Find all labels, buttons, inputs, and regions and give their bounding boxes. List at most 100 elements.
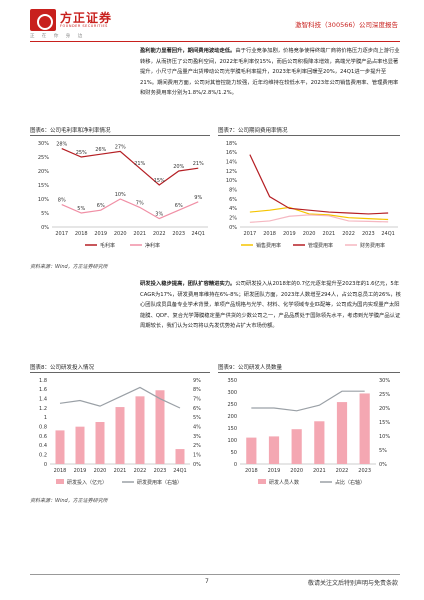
bar: [314, 421, 325, 464]
logo-en-text: FOUNDER SECURITIES: [60, 24, 108, 28]
x-tick-label: 2019: [268, 468, 281, 474]
bar: [75, 426, 85, 464]
y-tick-label: 1: [44, 415, 47, 421]
legend-label-0: 毛利率: [100, 242, 115, 249]
legend-label-2: 财务费用率: [360, 242, 385, 249]
data-label: 25%: [76, 150, 87, 156]
bar: [135, 396, 145, 464]
y-tick-label: 0%: [229, 225, 237, 231]
legend-label-bar: 研发投入（亿元）: [67, 479, 107, 486]
x-tick-label: 2021: [114, 468, 127, 474]
y2-tick-label: 30%: [379, 378, 390, 384]
y-tick-label: 4%: [229, 206, 237, 212]
fig9-title: 图表9：公司研发人员数量: [218, 365, 283, 371]
chart-rnd-staff: 0 50 100 150 200 250 300 350 0% 5% 10% 15% 20% 25% 30%…: [227, 378, 390, 486]
x-tick-label: 2023: [154, 468, 167, 474]
legend-label-line: 占比（右轴）: [335, 479, 365, 486]
y2-tick-label: 5%: [379, 448, 387, 454]
x-tick-label: 2018: [245, 468, 258, 474]
chart-expense-ratio: 0% 2% 4% 6% 8% 10% 12% 14% 16% 18% 2017 2018 2019 202…: [226, 141, 398, 249]
legend-label-1: 净利率: [145, 242, 160, 249]
x-tick-label: 2020: [114, 231, 127, 237]
x-tick-label: 2017: [244, 231, 257, 237]
paragraph-rnd: 研发投入稳步提高，团队扩容精进实力。公司研发投入从2018年的0.7亿元逐年提升…: [140, 279, 402, 332]
x-tick-label: 2020: [303, 231, 316, 237]
x-tick-label: 2019: [283, 231, 296, 237]
report-tag: 激智科技（300566）公司深度报告: [295, 21, 398, 29]
y2-tick-label: 6%: [193, 406, 201, 412]
y-tick-label: 1.2: [39, 406, 47, 412]
y2-tick-label: 4%: [193, 424, 201, 430]
y-tick-label: 2%: [229, 215, 237, 221]
legend-label-bar: 研发人员人数: [269, 479, 299, 486]
bar: [336, 402, 348, 464]
bar: [268, 436, 280, 464]
y-tick-label: 0: [234, 462, 237, 468]
paragraph-profitability-heading: 盈利能力显著回升，期间费用波动走低。: [140, 48, 236, 54]
x-tick-label: 2023: [362, 231, 375, 237]
y-tick-label: 14%: [226, 159, 237, 165]
y2-tick-label: 10%: [379, 434, 390, 440]
x-tick-label: 24Q1: [192, 231, 205, 237]
fig7-title-rule: [218, 135, 400, 136]
y-tick-label: 1.8: [39, 378, 47, 384]
bar: [155, 390, 165, 464]
x-tick-label: 2020: [290, 468, 303, 474]
y-tick-label: 8%: [229, 187, 237, 193]
x-tick-label: 2022: [342, 231, 355, 237]
x-tick-label: 2023: [358, 468, 371, 474]
series-line: [59, 386, 181, 409]
y-tick-label: 1.6: [39, 387, 47, 393]
x-tick-label: 2017: [55, 231, 68, 237]
legend-swatch-bar: [258, 479, 266, 484]
x-tick-label: 2021: [313, 468, 326, 474]
x-tick-label: 2020: [94, 468, 107, 474]
bar: [175, 449, 185, 464]
series-line-0: [249, 206, 389, 221]
chart-margin: 0% 5% 10% 15% 20% 25% 30% 2017 2018 2019 2020 2021 2…: [38, 141, 208, 249]
y-tick-label: 1.4: [39, 396, 47, 402]
y2-tick-label: 0%: [379, 462, 387, 468]
y-tick-label: 50: [231, 450, 237, 456]
paragraph-rnd-heading: 研发投入稳步提高，团队扩容精进实力。: [140, 281, 236, 287]
y2-tick-label: 25%: [379, 392, 390, 398]
x-tick-label: 2022: [134, 468, 147, 474]
y2-tick-label: 1%: [193, 452, 201, 458]
data-label: 21%: [193, 161, 204, 167]
x-tick-label: 2019: [94, 231, 107, 237]
legend-label-0: 销售费用率: [256, 242, 281, 249]
fig6-title-rule: [30, 135, 210, 136]
bar: [359, 393, 370, 464]
series-line-1: [61, 198, 199, 220]
x-tick-label: 2018: [54, 468, 67, 474]
data-label: 20%: [173, 164, 184, 170]
data-label: 27%: [115, 144, 126, 150]
y2-tick-label: 9%: [193, 378, 201, 384]
fig8-9-source: 资料来源：Wind，方正证券研究所: [30, 498, 108, 504]
fig8-title-rule: [30, 372, 210, 373]
fig8-title: 图表8：公司研发投入情况: [30, 365, 95, 371]
disclaimer-link[interactable]: 敬请关注文后特别声明与免责条款: [307, 580, 398, 587]
x-tick-label: 2021: [133, 231, 146, 237]
data-label: 15%: [154, 178, 165, 184]
y-tick-label: 250: [227, 402, 237, 408]
y-tick-label: 5%: [41, 211, 49, 217]
y-tick-label: 150: [227, 426, 237, 432]
series-line: [251, 390, 365, 412]
y-tick-label: 0.6: [39, 434, 47, 440]
y-tick-label: 20%: [38, 169, 49, 175]
series-line-2: [249, 214, 389, 223]
legend-label-1: 管理费用率: [308, 242, 333, 249]
data-label: 6%: [97, 203, 105, 209]
legend-swatch-bar: [56, 479, 64, 484]
y-tick-label: 30%: [38, 141, 49, 147]
data-label: 7%: [136, 200, 144, 206]
y-tick-label: 15%: [38, 183, 49, 189]
x-tick-label: 2022: [336, 468, 349, 474]
x-tick-label: 24Q1: [381, 231, 394, 237]
y-tick-label: 6%: [229, 197, 237, 203]
y-tick-label: 25%: [38, 155, 49, 161]
y2-tick-label: 2%: [193, 443, 201, 449]
fig7-title: 图表7：公司期间费用率情况: [218, 128, 288, 134]
chart-rnd-investment: 0 0.2 0.4 0.6 0.8 1 1.2 1.4 1.6 1.8 0% 1% 2% 3% 4% 5% 6%…: [39, 378, 201, 486]
